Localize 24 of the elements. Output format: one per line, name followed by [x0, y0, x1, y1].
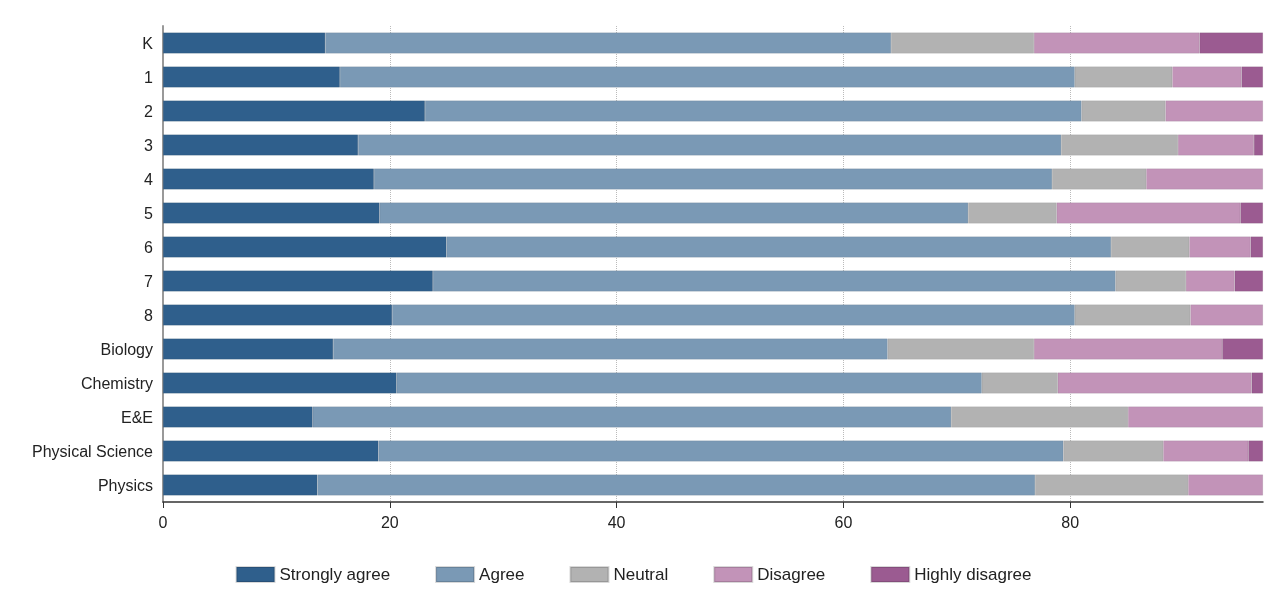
y-tick-label: Physical Science [32, 442, 154, 460]
legend-label: Disagree [757, 565, 826, 584]
y-tick-label: K [142, 34, 154, 52]
x-tick-label: 20 [380, 513, 399, 531]
y-tick-label: 1 [144, 68, 154, 86]
y-tick-label: Chemistry [80, 374, 153, 392]
x-tick-label: 60 [834, 513, 853, 531]
x-tick-label: 80 [1061, 513, 1080, 531]
y-tick-label: 7 [144, 272, 154, 290]
y-tick-label: 3 [144, 136, 154, 154]
y-tick-label: 6 [144, 238, 154, 256]
x-tick-label: 40 [607, 513, 626, 531]
legend-label: Highly disagree [914, 565, 1032, 584]
legend-label: Agree [479, 565, 525, 584]
legend-label: Neutral [613, 565, 669, 584]
y-tick-label: Biology [100, 340, 153, 358]
y-tick-label: 2 [144, 102, 154, 120]
y-tick-label: 8 [144, 306, 154, 324]
y-tick-label: 4 [144, 170, 154, 188]
y-tick-label: 5 [144, 204, 154, 222]
x-tick-label: 0 [158, 513, 168, 531]
y-tick-label: E&E [120, 408, 153, 426]
y-tick-label: Physics [97, 476, 153, 494]
legend-label: Strongly agree [279, 565, 391, 584]
